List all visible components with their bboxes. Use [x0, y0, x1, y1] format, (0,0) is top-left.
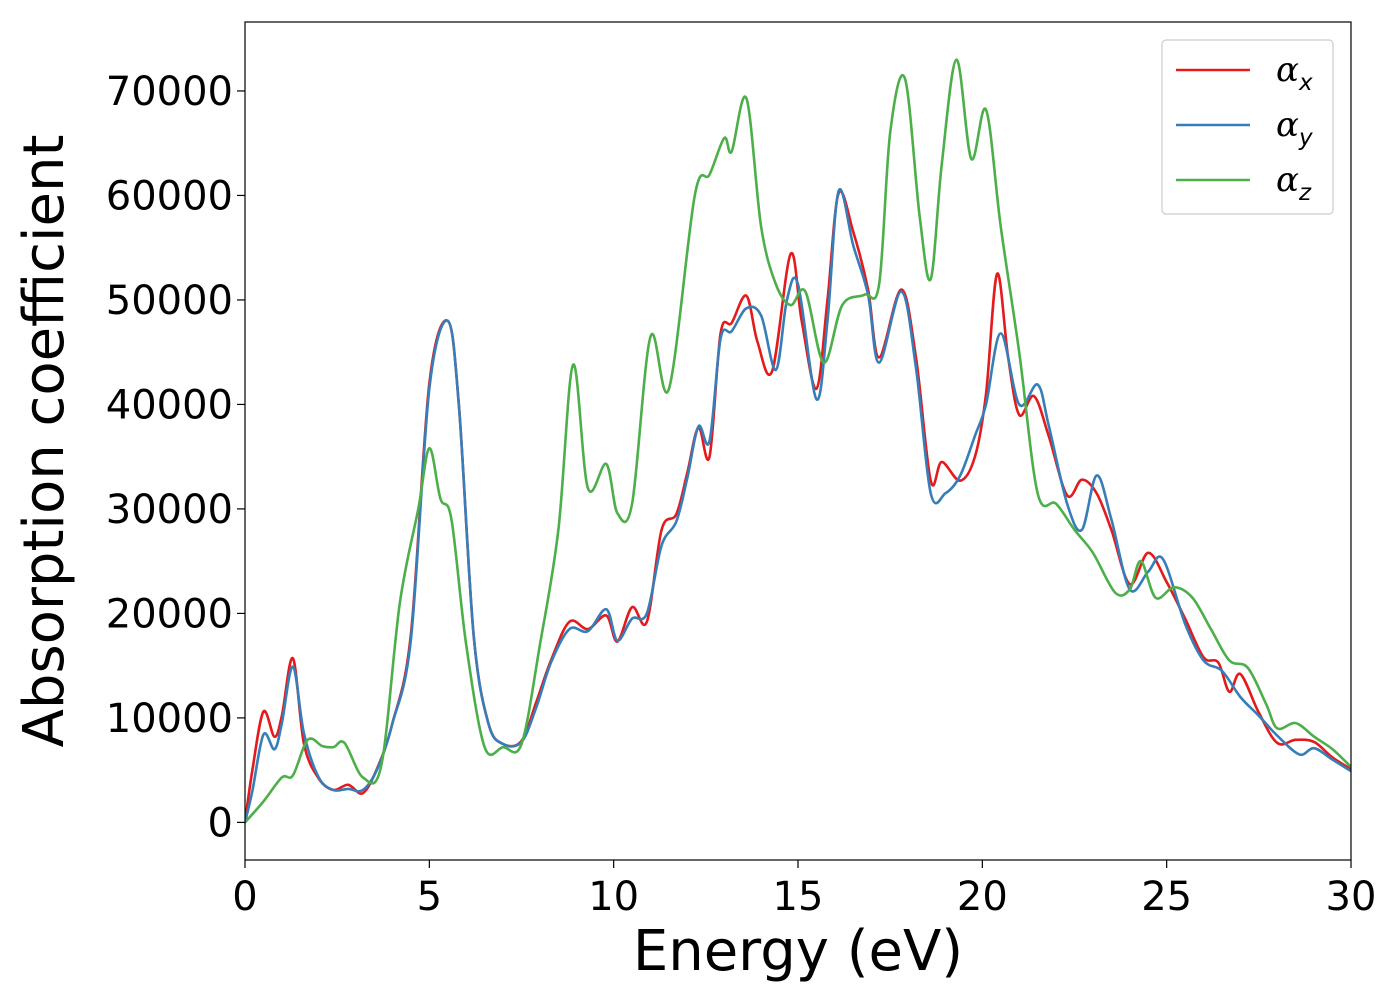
x-tick-label: 10	[588, 874, 639, 920]
x-axis-label: Energy (eV)	[633, 919, 963, 984]
y-tick-label: 40000	[106, 382, 233, 428]
x-tick-label: 20	[957, 874, 1008, 920]
y-tick-label: 30000	[106, 487, 233, 533]
x-tick-label: 5	[417, 874, 442, 920]
y-tick-label: 70000	[106, 69, 233, 115]
y-tick-label: 0	[208, 800, 233, 846]
y-tick-label: 20000	[106, 591, 233, 637]
series-line-z	[245, 58, 1351, 824]
y-axis: 0 10000 20000 30000 40000 50000 60000 70000	[106, 69, 245, 846]
x-tick-label: 30	[1326, 874, 1377, 920]
x-axis: 0 5 10 15 20 25 30	[232, 860, 1376, 920]
x-tick-label: 25	[1141, 874, 1192, 920]
y-axis-label: Absorption coefficient	[12, 135, 77, 748]
x-tick-label: 0	[232, 874, 257, 920]
y-tick-label: 50000	[106, 278, 233, 324]
y-tick-label: 60000	[106, 173, 233, 219]
legend-frame	[1161, 39, 1334, 215]
plot-layer	[245, 58, 1351, 824]
series-line-y	[245, 187, 1351, 824]
x-tick-label: 15	[773, 874, 824, 920]
y-tick-label: 10000	[106, 696, 233, 742]
